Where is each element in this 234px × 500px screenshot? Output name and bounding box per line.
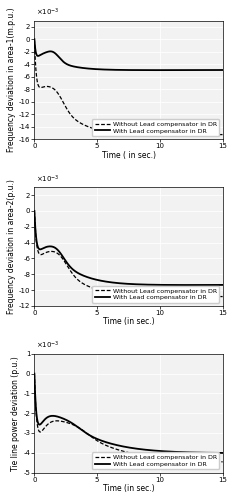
- With Lead compensator in DR: [33, 208, 36, 214]
- Without Lead compensator in DR: [146, 454, 149, 460]
- X-axis label: Time ( in sec.): Time ( in sec.): [102, 150, 156, 160]
- Without Lead compensator in DR: [221, 459, 224, 465]
- With Lead compensator in DR: [146, 282, 149, 288]
- Without Lead compensator in DR: [105, 288, 108, 294]
- With Lead compensator in DR: [105, 66, 108, 72]
- Y-axis label: Tie line power deviation (p.u.): Tie line power deviation (p.u.): [11, 356, 20, 470]
- Without Lead compensator in DR: [67, 265, 70, 271]
- Text: $\times10^{-3}$: $\times10^{-3}$: [36, 7, 60, 18]
- Without Lead compensator in DR: [221, 294, 224, 300]
- With Lead compensator in DR: [67, 418, 70, 424]
- X-axis label: Time (in sec.): Time (in sec.): [103, 318, 154, 326]
- With Lead compensator in DR: [33, 370, 36, 376]
- Y-axis label: Frequency deviation in area-1(m.p.u.): Frequency deviation in area-1(m.p.u.): [7, 8, 16, 152]
- Line: Without Lead compensator in DR: Without Lead compensator in DR: [34, 374, 223, 462]
- With Lead compensator in DR: [33, 36, 36, 42]
- Without Lead compensator in DR: [33, 36, 36, 42]
- Text: $\times10^{-3}$: $\times10^{-3}$: [36, 340, 60, 351]
- With Lead compensator in DR: [155, 282, 158, 288]
- With Lead compensator in DR: [221, 282, 224, 288]
- Without Lead compensator in DR: [173, 132, 176, 138]
- Without Lead compensator in DR: [188, 132, 190, 138]
- Text: $\times10^{-3}$: $\times10^{-3}$: [36, 174, 60, 185]
- Without Lead compensator in DR: [105, 442, 108, 448]
- Without Lead compensator in DR: [188, 294, 190, 300]
- With Lead compensator in DR: [155, 448, 158, 454]
- With Lead compensator in DR: [67, 62, 70, 68]
- Without Lead compensator in DR: [105, 128, 108, 134]
- With Lead compensator in DR: [221, 450, 224, 456]
- With Lead compensator in DR: [188, 450, 190, 456]
- Y-axis label: Frequency deviation in area-2(p.u.): Frequency deviation in area-2(p.u.): [7, 179, 16, 314]
- Without Lead compensator in DR: [188, 458, 190, 464]
- With Lead compensator in DR: [155, 67, 158, 73]
- Without Lead compensator in DR: [173, 294, 176, 300]
- With Lead compensator in DR: [146, 447, 149, 453]
- With Lead compensator in DR: [173, 282, 176, 288]
- With Lead compensator in DR: [186, 282, 189, 288]
- Without Lead compensator in DR: [67, 108, 70, 114]
- Without Lead compensator in DR: [176, 132, 179, 138]
- With Lead compensator in DR: [173, 449, 176, 455]
- With Lead compensator in DR: [146, 67, 149, 73]
- With Lead compensator in DR: [67, 262, 70, 268]
- Line: Without Lead compensator in DR: Without Lead compensator in DR: [34, 39, 223, 135]
- Legend: Without Lead compensator in DR, With Lead compensator in DR: Without Lead compensator in DR, With Lea…: [92, 119, 219, 136]
- Without Lead compensator in DR: [67, 420, 70, 426]
- Without Lead compensator in DR: [221, 132, 224, 138]
- With Lead compensator in DR: [221, 67, 224, 73]
- Without Lead compensator in DR: [155, 132, 158, 138]
- Line: With Lead compensator in DR: With Lead compensator in DR: [34, 374, 223, 453]
- With Lead compensator in DR: [173, 67, 176, 73]
- With Lead compensator in DR: [105, 440, 108, 446]
- Without Lead compensator in DR: [173, 456, 176, 462]
- Without Lead compensator in DR: [146, 293, 149, 299]
- With Lead compensator in DR: [105, 278, 108, 284]
- Line: Without Lead compensator in DR: Without Lead compensator in DR: [34, 211, 223, 296]
- Legend: Without Lead compensator in DR, With Lead compensator in DR: Without Lead compensator in DR, With Lea…: [92, 286, 219, 302]
- Line: With Lead compensator in DR: With Lead compensator in DR: [34, 39, 223, 70]
- Without Lead compensator in DR: [155, 293, 158, 299]
- With Lead compensator in DR: [188, 67, 190, 73]
- X-axis label: Time (in sec.): Time (in sec.): [103, 484, 154, 493]
- Without Lead compensator in DR: [33, 370, 36, 376]
- Line: With Lead compensator in DR: With Lead compensator in DR: [34, 211, 223, 285]
- With Lead compensator in DR: [156, 67, 158, 73]
- Without Lead compensator in DR: [155, 454, 158, 460]
- Without Lead compensator in DR: [146, 132, 149, 138]
- Without Lead compensator in DR: [33, 208, 36, 214]
- Without Lead compensator in DR: [196, 294, 199, 300]
- With Lead compensator in DR: [188, 282, 190, 288]
- Legend: Without Lead compensator in DR, With Lead compensator in DR: Without Lead compensator in DR, With Lea…: [92, 452, 219, 469]
